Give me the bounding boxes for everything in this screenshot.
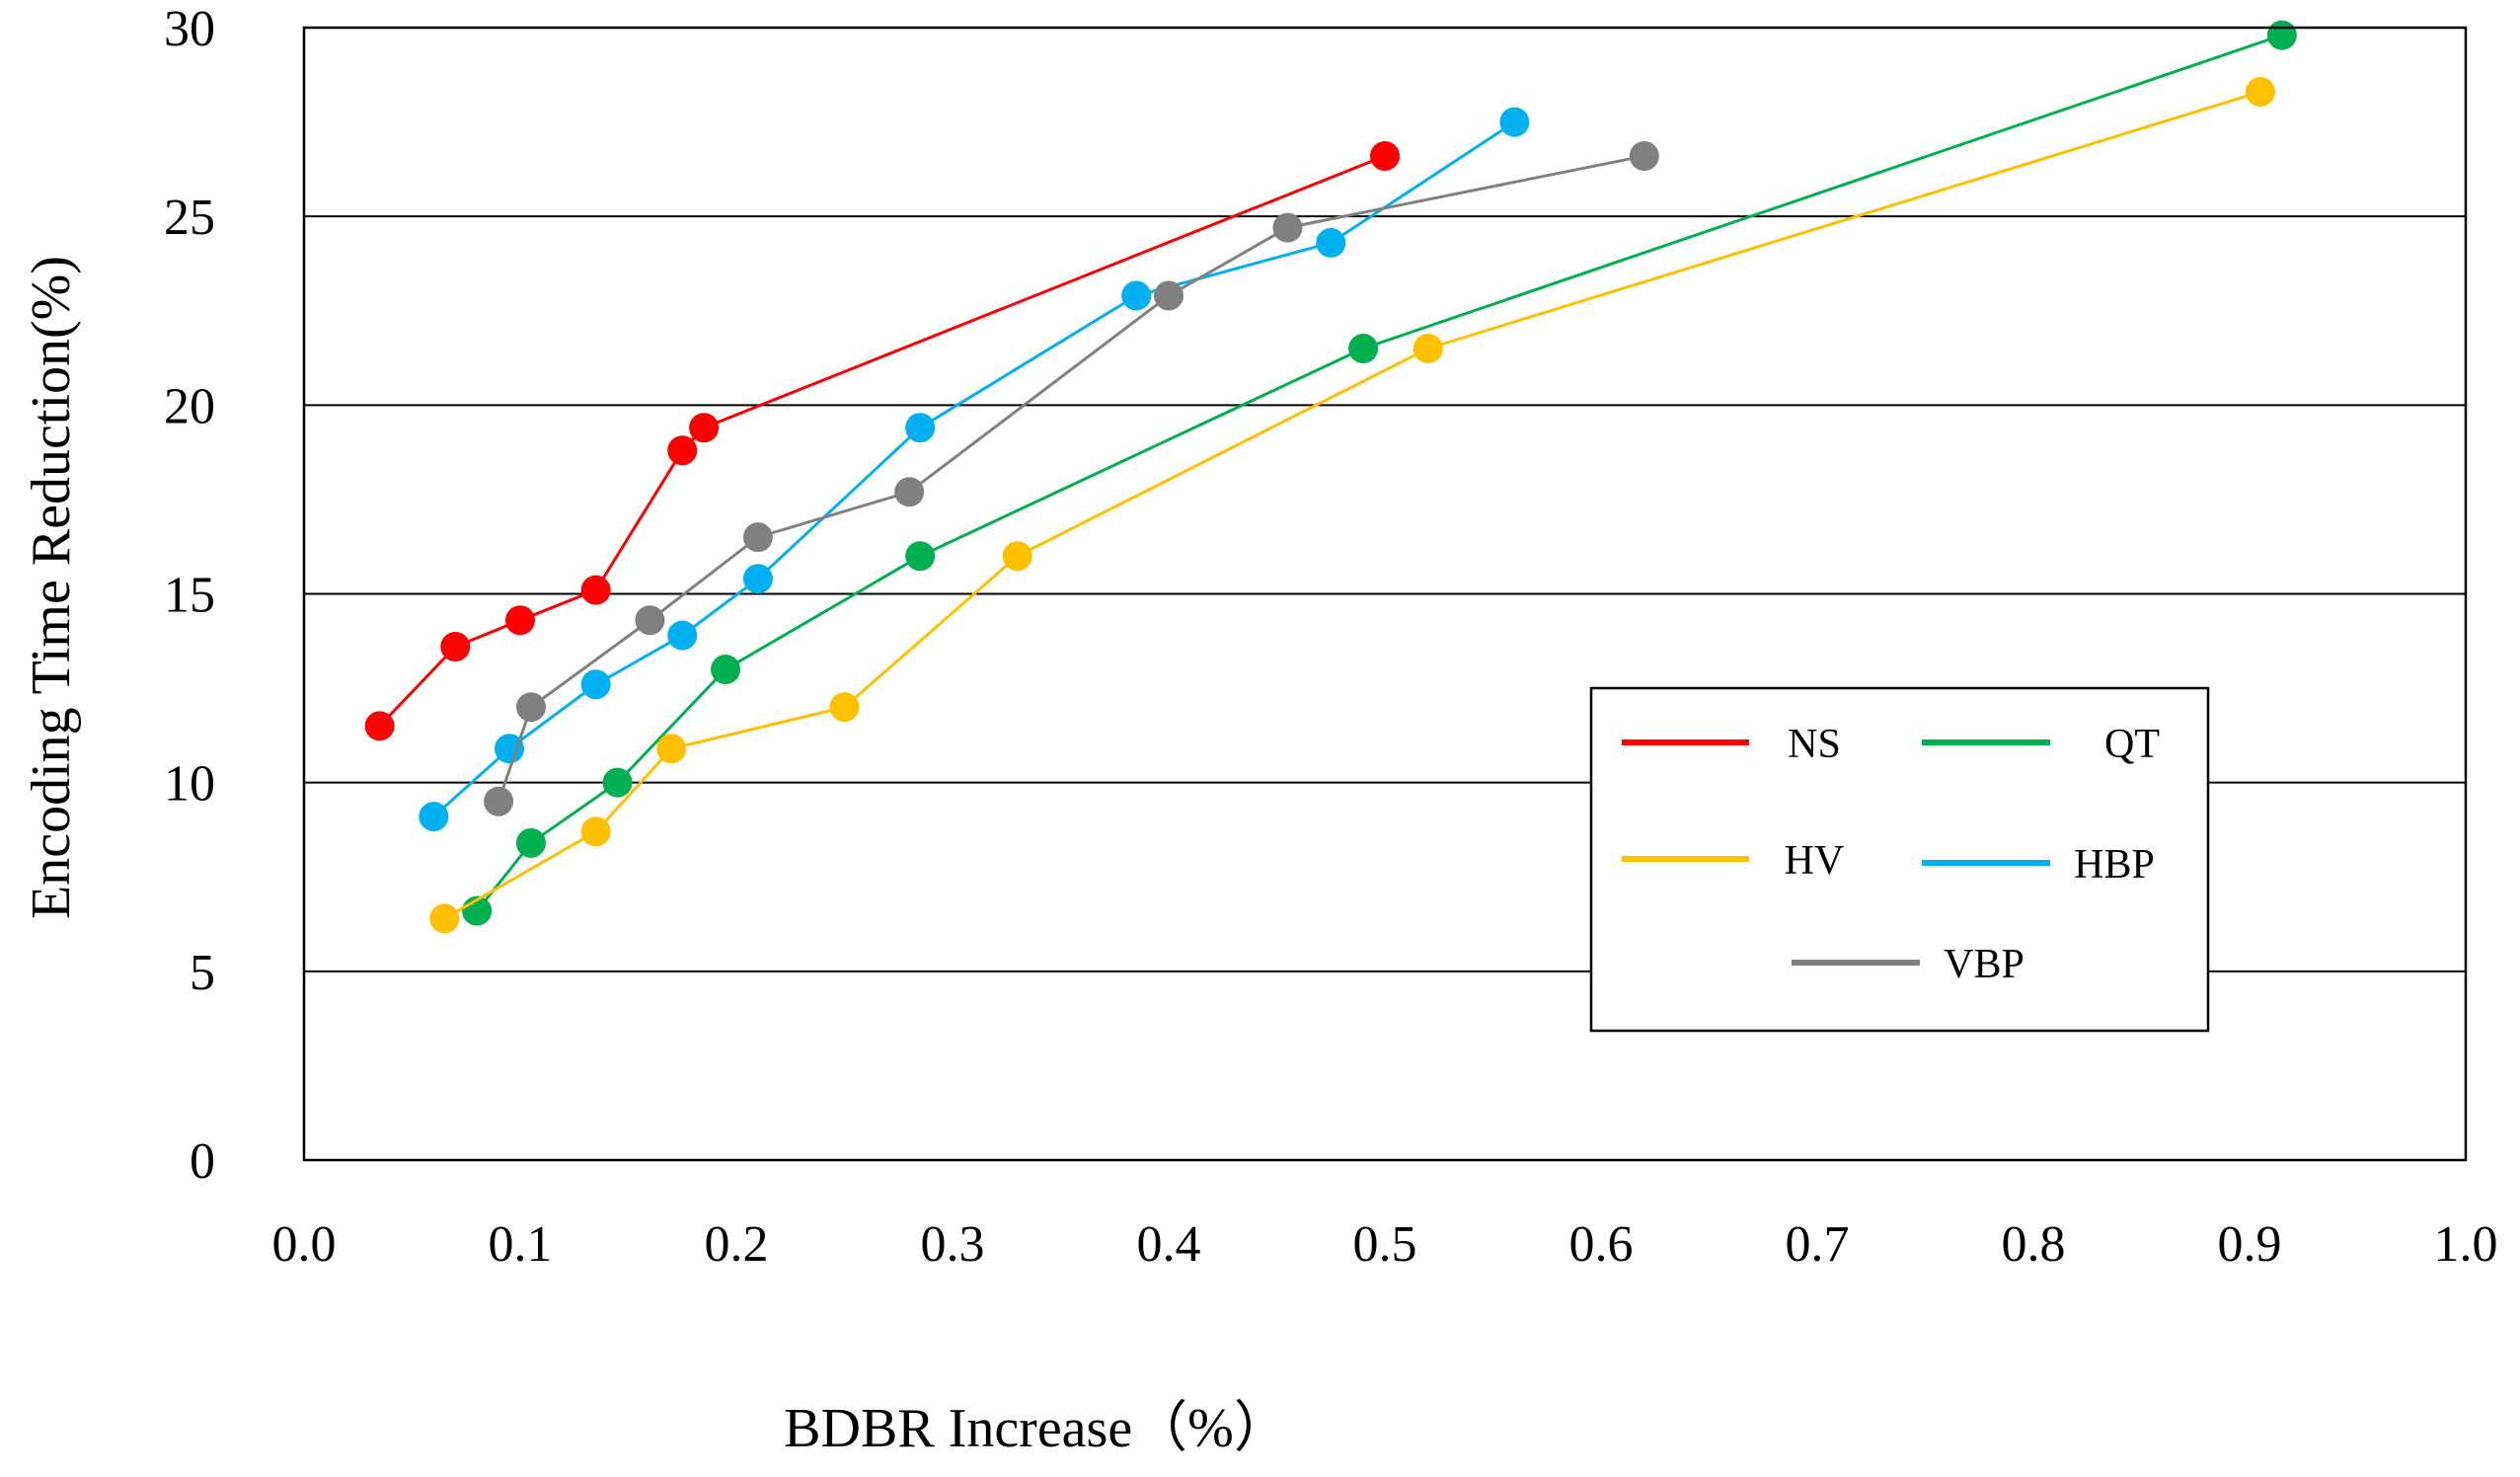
- point-hbp-0: [419, 802, 449, 832]
- point-ns-1: [440, 632, 471, 662]
- series-line-ns: [378, 154, 1386, 728]
- y-tick-label: 10: [164, 756, 215, 813]
- x-tick-label: 0.8: [2002, 1216, 2066, 1273]
- point-hv-5: [1413, 333, 1443, 363]
- legend: NS QT HV HBP VBP: [1589, 686, 2210, 1033]
- x-tick-label: 0.7: [1786, 1216, 1850, 1273]
- x-axis-title: BDBR Increase（%）: [784, 1398, 1289, 1459]
- point-vbp-2: [635, 605, 665, 636]
- x-tick-label: 0.9: [2218, 1216, 2282, 1273]
- point-vbp-3: [742, 522, 773, 553]
- series-qt: [462, 20, 2297, 926]
- x-tick-label: 0.1: [489, 1216, 553, 1273]
- point-ns-4: [667, 435, 698, 466]
- y-tick-label: 30: [164, 1, 215, 57]
- point-hbp-5: [905, 413, 936, 443]
- point-hbp-3: [667, 620, 698, 651]
- point-qt-6: [2266, 20, 2297, 50]
- point-ns-0: [364, 711, 395, 741]
- x-tick-label: 0.0: [272, 1216, 337, 1273]
- point-hbp-7: [1316, 227, 1346, 258]
- y-tick-label: 5: [190, 945, 215, 1001]
- x-tick-label: 0.6: [1569, 1216, 1634, 1273]
- series-layer: [364, 20, 2297, 934]
- series-line-hbp: [432, 120, 1516, 818]
- point-qt-1: [515, 827, 546, 858]
- y-axis-title: Encoding Time Reduction(%): [21, 256, 82, 919]
- x-tick-label: 0.2: [705, 1216, 769, 1273]
- x-tick-label: 1.0: [2434, 1216, 2498, 1273]
- series-line-vbp: [496, 154, 1645, 803]
- legend-label-vbp: VBP: [1944, 942, 2024, 987]
- point-qt-4: [905, 541, 936, 572]
- x-tick-label: 0.5: [1353, 1216, 1417, 1273]
- point-ns-6: [1370, 140, 1400, 171]
- point-hv-2: [656, 734, 687, 764]
- point-ns-2: [505, 605, 535, 636]
- series-hbp: [419, 107, 1530, 832]
- legend-label-hbp: HBP: [2074, 842, 2155, 888]
- tick-labels: 0 5 10 15 20 25 30 0.0 0.1 0.2 0.3 0.4 0.5 0.6 0.7 0.8 0…: [164, 1, 2498, 1273]
- point-hv-3: [829, 692, 860, 723]
- legend-label-hv: HV: [1785, 838, 1845, 884]
- y-tick-label: 25: [164, 190, 215, 246]
- point-hbp-4: [742, 564, 773, 594]
- plot-area-frame: [302, 26, 2468, 1162]
- point-ns-5: [689, 413, 720, 443]
- point-vbp-6: [1272, 212, 1303, 243]
- x-tick-label: 0.4: [1137, 1216, 1201, 1273]
- series-vbp: [484, 140, 1659, 816]
- point-hbp-1: [495, 734, 525, 764]
- point-hv-4: [1002, 541, 1032, 572]
- y-tick-label: 0: [190, 1133, 215, 1190]
- point-hbp-2: [580, 669, 611, 700]
- series-ns: [364, 140, 1400, 741]
- x-tick-label: 0.3: [921, 1216, 985, 1273]
- legend-label-ns: NS: [1788, 722, 1841, 767]
- point-qt-2: [602, 767, 633, 798]
- point-vbp-1: [515, 692, 546, 723]
- point-hbp-8: [1499, 107, 1530, 137]
- point-vbp-4: [894, 477, 925, 507]
- point-hbp-6: [1121, 280, 1152, 311]
- y-tick-label: 20: [164, 378, 215, 434]
- series-hv: [429, 76, 2275, 934]
- point-vbp-7: [1629, 140, 1659, 171]
- point-hv-6: [2245, 76, 2275, 107]
- point-qt-5: [1348, 333, 1379, 363]
- point-qt-3: [711, 654, 741, 684]
- point-vbp-0: [484, 786, 514, 816]
- y-tick-label: 15: [164, 568, 215, 624]
- legend-label-qt: QT: [2104, 722, 2160, 767]
- point-hv-1: [580, 816, 611, 847]
- point-vbp-5: [1154, 280, 1184, 311]
- point-ns-3: [580, 575, 611, 605]
- point-hv-0: [429, 903, 460, 934]
